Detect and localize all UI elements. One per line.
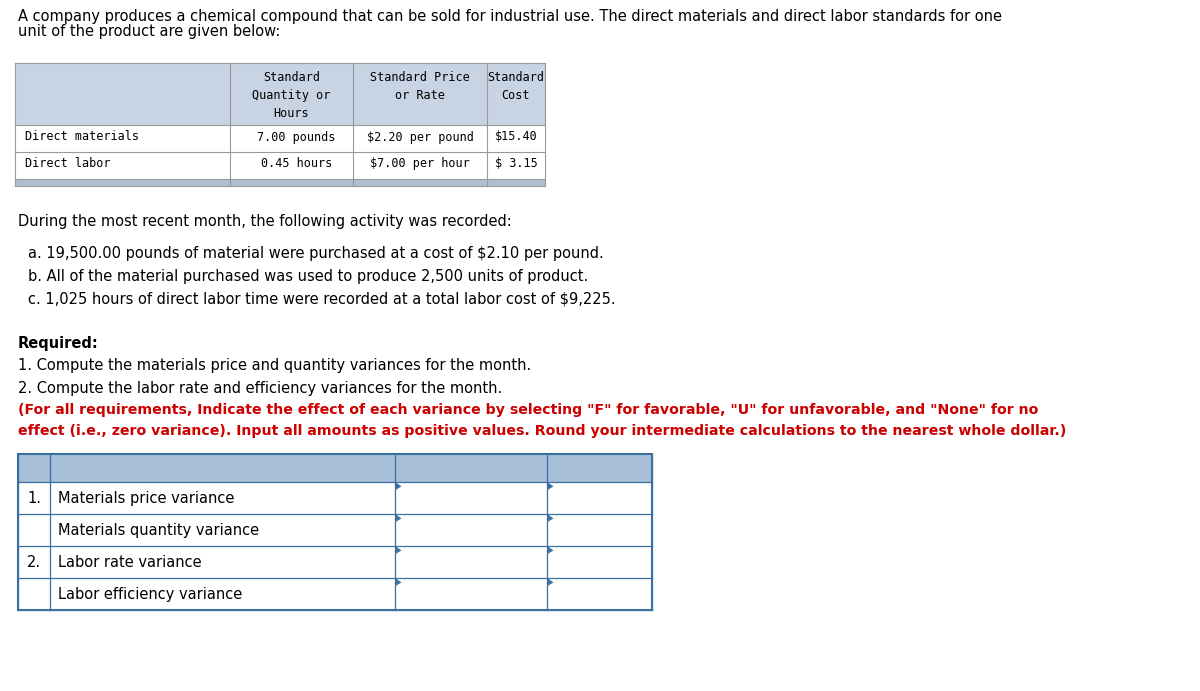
- Bar: [18, 546, 652, 578]
- Text: $15.40: $15.40: [494, 131, 538, 144]
- Text: Standard: Standard: [487, 71, 545, 84]
- Bar: [14, 179, 545, 186]
- Polygon shape: [395, 514, 402, 522]
- Bar: [14, 63, 545, 125]
- Text: A company produces a chemical compound that can be sold for industrial use. The : A company produces a chemical compound t…: [18, 9, 1002, 24]
- Text: 0.45 hours: 0.45 hours: [260, 158, 332, 171]
- Text: 2. Compute the labor rate and efficiency variances for the month.: 2. Compute the labor rate and efficiency…: [18, 381, 503, 395]
- Text: c. 1,025 hours of direct labor time were recorded at a total labor cost of $9,22: c. 1,025 hours of direct labor time were…: [28, 291, 616, 306]
- Bar: [18, 454, 652, 482]
- Text: effect (i.e., zero variance). Input all amounts as positive values. Round your i: effect (i.e., zero variance). Input all …: [18, 424, 1067, 438]
- Text: or Rate: or Rate: [395, 89, 445, 102]
- Text: Quantity or: Quantity or: [252, 89, 331, 102]
- Text: Required:: Required:: [18, 336, 98, 350]
- Text: $7.00 per hour: $7.00 per hour: [370, 158, 470, 171]
- Bar: [18, 578, 652, 610]
- Polygon shape: [547, 514, 553, 522]
- Polygon shape: [395, 578, 402, 587]
- Polygon shape: [547, 482, 553, 491]
- Bar: [18, 454, 652, 610]
- Text: 1. Compute the materials price and quantity variances for the month.: 1. Compute the materials price and quant…: [18, 358, 532, 373]
- Text: (For all requirements, Indicate the effect of each variance by selecting "F" for: (For all requirements, Indicate the effe…: [18, 402, 1038, 417]
- Text: $ 3.15: $ 3.15: [494, 158, 538, 171]
- Text: a. 19,500.00 pounds of material were purchased at a cost of $2.10 per pound.: a. 19,500.00 pounds of material were pur…: [28, 246, 604, 261]
- Text: 1.: 1.: [28, 491, 41, 506]
- Text: Hours: Hours: [274, 107, 310, 120]
- Polygon shape: [547, 546, 553, 554]
- Bar: [18, 482, 652, 514]
- Text: unit of the product are given below:: unit of the product are given below:: [18, 24, 281, 39]
- Text: 7.00 pounds: 7.00 pounds: [257, 131, 336, 144]
- Text: b. All of the material purchased was used to produce 2,500 units of product.: b. All of the material purchased was use…: [28, 269, 588, 283]
- Bar: [18, 514, 652, 546]
- Text: During the most recent month, the following activity was recorded:: During the most recent month, the follow…: [18, 214, 511, 229]
- Polygon shape: [547, 578, 553, 587]
- Text: Standard: Standard: [263, 71, 320, 84]
- Polygon shape: [395, 546, 402, 554]
- Text: Direct labor: Direct labor: [25, 158, 110, 171]
- Text: Standard Price: Standard Price: [370, 71, 470, 84]
- Text: 2.: 2.: [26, 554, 41, 569]
- Text: Labor efficiency variance: Labor efficiency variance: [58, 587, 242, 601]
- Text: Materials price variance: Materials price variance: [58, 491, 234, 506]
- Polygon shape: [395, 482, 402, 491]
- Text: Materials quantity variance: Materials quantity variance: [58, 522, 259, 538]
- Text: Direct materials: Direct materials: [25, 131, 139, 144]
- Text: Cost: Cost: [502, 89, 530, 102]
- Text: $2.20 per pound: $2.20 per pound: [366, 131, 474, 144]
- Text: Labor rate variance: Labor rate variance: [58, 554, 202, 569]
